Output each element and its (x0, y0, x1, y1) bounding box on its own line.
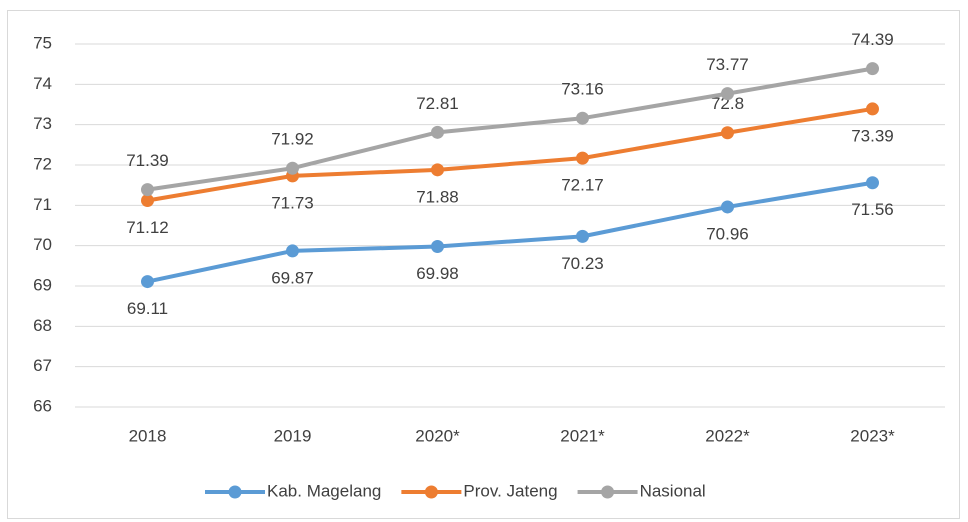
y-tick-label: 72 (33, 154, 52, 173)
data-point (286, 244, 299, 258)
x-tick-label: 2019 (274, 426, 312, 445)
data-label: 70.23 (561, 254, 604, 273)
data-point (141, 183, 154, 197)
legend-marker (601, 485, 615, 499)
y-tick-label: 67 (33, 356, 52, 375)
x-tick-label: 2020* (415, 426, 460, 445)
series-line (147, 180, 873, 284)
data-point (866, 176, 879, 190)
legend-label: Prov. Jateng (463, 481, 557, 500)
y-tick-label: 71 (33, 195, 52, 214)
data-label: 69.98 (416, 264, 459, 283)
series-line (147, 66, 873, 192)
legend-label: Kab. Magelang (267, 481, 381, 500)
data-point (721, 126, 734, 140)
data-label: 74.39 (851, 30, 894, 49)
series-line (147, 106, 873, 203)
data-point (141, 275, 154, 289)
data-point (141, 193, 154, 207)
x-tick-label: 2021* (560, 426, 605, 445)
data-point (431, 239, 444, 253)
data-label: 73.16 (561, 80, 604, 99)
data-point (866, 102, 879, 116)
data-point (576, 111, 589, 125)
data-label: 71.88 (416, 187, 459, 206)
y-tick-label: 75 (33, 33, 52, 52)
y-tick-label: 70 (33, 235, 52, 254)
chart-border (7, 10, 960, 519)
data-label: 71.56 (851, 200, 894, 219)
data-point (721, 200, 734, 214)
data-label: 71.73 (271, 193, 314, 212)
x-tick-label: 2018 (129, 426, 167, 445)
data-label: 73.77 (706, 55, 749, 74)
data-point (576, 151, 589, 165)
y-tick-label: 69 (33, 275, 52, 294)
data-label: 72.8 (711, 94, 744, 113)
data-label: 71.39 (126, 151, 169, 170)
data-point (866, 62, 879, 76)
data-point (286, 161, 299, 175)
data-label: 69.87 (271, 268, 314, 287)
data-label: 72.81 (416, 94, 459, 113)
y-tick-label: 74 (33, 74, 52, 93)
legend-marker (424, 485, 438, 499)
y-tick-label: 73 (33, 114, 52, 133)
data-label: 72.17 (561, 176, 604, 195)
x-tick-label: 2022* (705, 426, 750, 445)
x-tick-label: 2023* (850, 426, 895, 445)
data-label: 69.11 (127, 299, 168, 318)
data-point (431, 125, 444, 139)
legend-marker (228, 485, 242, 499)
y-tick-label: 68 (33, 316, 52, 335)
y-tick-label: 66 (33, 396, 52, 415)
data-label: 71.12 (126, 218, 169, 237)
legend-label: Nasional (640, 481, 706, 500)
data-point (576, 229, 589, 243)
data-label: 70.96 (706, 224, 749, 243)
data-point (721, 87, 734, 101)
data-label: 73.39 (851, 126, 894, 145)
data-label: 71.92 (271, 130, 314, 149)
data-point (431, 163, 444, 177)
